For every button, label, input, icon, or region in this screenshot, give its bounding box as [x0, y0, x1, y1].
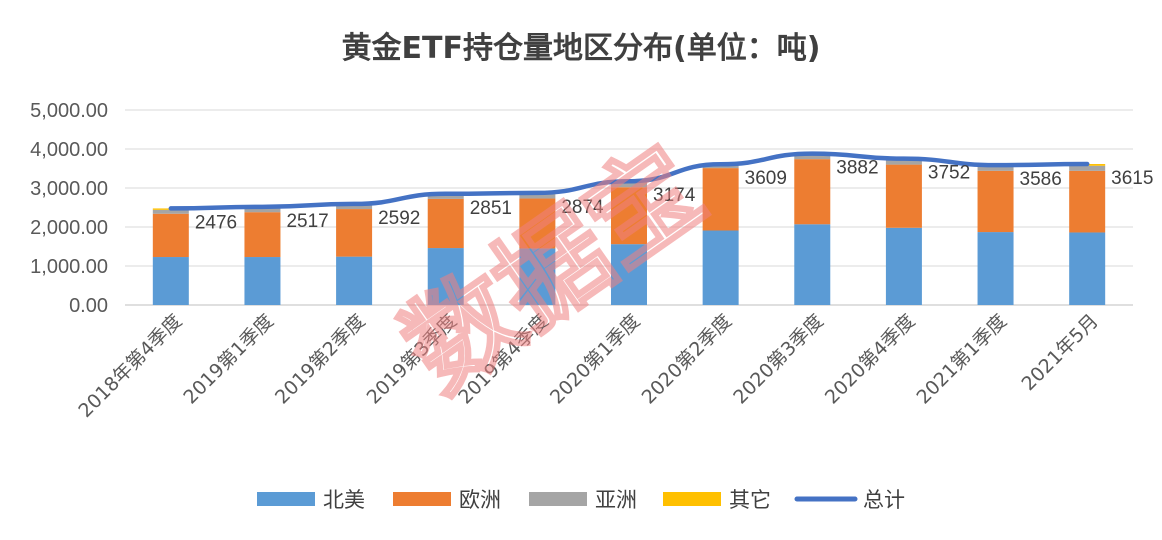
bar-segment-europe: [977, 170, 1014, 233]
x-tick-label: 2020第2季度: [638, 310, 737, 409]
x-tick-label: 2020第3季度: [729, 310, 828, 409]
total-line-point: [1086, 163, 1089, 166]
bar-segment-north-america: [885, 227, 922, 305]
total-data-label: 2476: [195, 212, 237, 233]
legend-swatch-asia: [529, 492, 587, 506]
total-line: [168, 151, 1090, 211]
total-line-point: [811, 152, 814, 155]
total-data-label: 3586: [1020, 169, 1062, 190]
total-data-label: 3609: [745, 168, 787, 189]
bar-segment-europe: [427, 198, 464, 249]
x-tick-label: 2021年5月: [1018, 310, 1103, 395]
x-tick-label: 2018年第4季度: [74, 310, 186, 422]
y-tick-label: 3,000.00: [30, 178, 108, 200]
y-tick-label: 5,000.00: [30, 100, 108, 122]
bar-segment-asia: [702, 165, 739, 169]
x-tick-label: 2019第1季度: [179, 310, 278, 409]
bar-segment-north-america: [977, 232, 1014, 305]
y-tick-label: 4,000.00: [30, 139, 108, 161]
bar-segment-asia: [794, 154, 831, 160]
bar-segment-north-america: [611, 244, 647, 305]
legend-label: 总计: [863, 488, 905, 512]
bar-segment-asia: [519, 194, 556, 199]
total-line-point: [169, 207, 172, 210]
bar-segment-north-america: [702, 230, 739, 305]
legend: 北美 欧洲 亚洲 其它 总计: [257, 488, 905, 512]
total-data-label: 3174: [653, 185, 696, 206]
bar-segment-asia: [336, 205, 373, 210]
y-tick-label: 1,000.00: [30, 256, 108, 278]
bar-segment-north-america: [427, 248, 464, 305]
bar-segment-north-america: [519, 248, 556, 305]
bar-segment-asia: [977, 166, 1014, 171]
legend-label: 亚洲: [595, 488, 637, 512]
x-tick-label: 2020第4季度: [821, 310, 920, 409]
total-data-label: 2517: [286, 211, 328, 232]
bar-segment-europe: [794, 159, 831, 225]
total-data-label: 3882: [836, 158, 878, 179]
legend-swatch-north-america: [257, 492, 315, 506]
y-axis-ticks: 0.00 1,000.00 2,000.00 3,000.00 4,000.00 5,00…: [30, 100, 108, 317]
chart-title: 黄金ETF持仓量地区分布(单位：吨): [342, 31, 821, 66]
bar-segment-europe: [519, 198, 556, 249]
legend-label: 其它: [729, 488, 771, 512]
bar-segment-asia: [152, 209, 189, 214]
bar-segment-europe: [611, 187, 647, 245]
total-data-label: 2851: [470, 198, 512, 219]
total-data-label: 3615: [1111, 168, 1153, 189]
y-tick-label: 0.00: [69, 295, 108, 317]
bar-segment-europe: [336, 209, 373, 257]
data-labels: 2476 2517 2592 2851 2874 3174 3609 3882 3752 3586…: [195, 158, 1154, 234]
y-tick-label: 2,000.00: [30, 217, 108, 239]
bar-segment-north-america: [1069, 232, 1106, 305]
x-axis-ticks: 2018年第4季度2019第1季度2019第2季度2019第3季度2019第4季…: [74, 310, 1102, 422]
total-data-label: 2874: [561, 197, 604, 218]
total-data-label: 2592: [378, 208, 420, 229]
legend-swatch-other: [663, 492, 721, 506]
bar-segment-north-america: [152, 257, 189, 305]
total-line-point: [994, 164, 997, 167]
total-line-point: [719, 163, 722, 166]
total-line-point: [353, 202, 356, 205]
total-line-point: [536, 191, 539, 194]
x-tick-label: 2021第1季度: [912, 310, 1011, 409]
total-line-point: [444, 192, 447, 195]
total-data-label: 3752: [928, 163, 970, 184]
legend-label: 北美: [323, 488, 365, 512]
bar-segment-asia: [611, 182, 647, 188]
bar-segment-asia: [885, 160, 922, 165]
bar-segment-europe: [152, 213, 189, 258]
bar-segment-north-america: [336, 256, 373, 305]
total-line-point: [261, 205, 264, 208]
bar-segment-europe: [702, 168, 739, 231]
bar-segment-europe: [1069, 170, 1106, 233]
legend-swatch-europe: [393, 492, 451, 506]
bar-segment-asia: [244, 207, 281, 213]
legend-label: 欧洲: [459, 488, 501, 512]
bar-segment-europe: [244, 212, 281, 258]
bar-segment-europe: [885, 164, 922, 228]
bar-segment-north-america: [244, 257, 281, 305]
bar-segment-asia: [1069, 165, 1106, 171]
total-line-point: [902, 157, 905, 160]
bar-segment-asia: [427, 195, 464, 199]
total-line-point: [628, 180, 630, 183]
bar-segment-north-america: [794, 224, 831, 305]
x-tick-label: 2019第2季度: [271, 310, 370, 409]
